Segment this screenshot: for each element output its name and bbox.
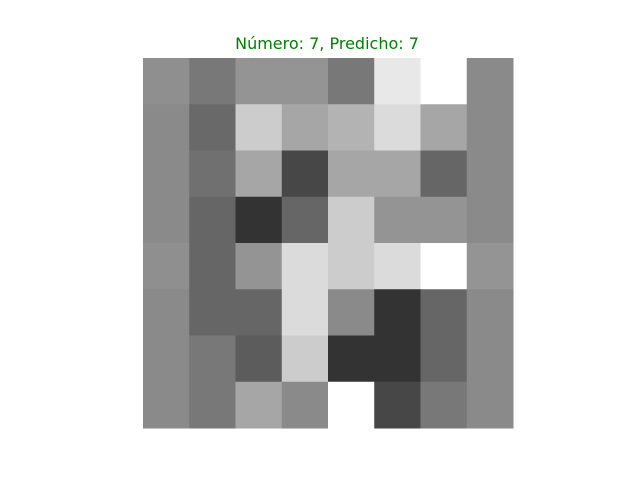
pixel-cell-r3-c7 bbox=[466, 196, 514, 244]
pixel-cell-r5-c2 bbox=[235, 289, 283, 336]
pixel-cell-r4-c7 bbox=[466, 243, 514, 290]
pixel-cell-r1-c2 bbox=[235, 104, 283, 151]
pixel-cell-r3-c0 bbox=[143, 196, 190, 244]
pixel-cell-r2-c5 bbox=[374, 150, 421, 198]
pixel-cell-r6-c0 bbox=[143, 335, 190, 383]
pixel-cell-r0-c6 bbox=[420, 58, 468, 105]
pixel-cell-r2-c2 bbox=[235, 150, 283, 198]
pixel-cell-r2-c7 bbox=[466, 150, 514, 198]
pixel-cell-r4-c4 bbox=[328, 243, 375, 290]
pixel-cell-r0-c4 bbox=[328, 58, 375, 105]
pixel-cell-r6-c7 bbox=[466, 335, 514, 383]
pixel-cell-r3-c2 bbox=[235, 196, 283, 244]
pixel-cell-r5-c5 bbox=[374, 289, 421, 336]
pixel-cell-r6-c6 bbox=[420, 335, 468, 383]
pixel-cell-r3-c4 bbox=[328, 196, 375, 244]
pixel-cell-r7-c2 bbox=[235, 381, 283, 429]
pixel-cell-r2-c3 bbox=[281, 150, 329, 198]
pixel-cell-r5-c4 bbox=[328, 289, 375, 336]
pixel-cell-r4-c3 bbox=[281, 243, 329, 290]
pixel-cell-r3-c1 bbox=[189, 196, 236, 244]
pixel-cell-r5-c0 bbox=[143, 289, 190, 336]
pixel-cell-r0-c7 bbox=[466, 58, 514, 105]
pixel-cell-r6-c2 bbox=[235, 335, 283, 383]
pixel-cell-r1-c5 bbox=[374, 104, 421, 151]
pixel-cell-r7-c0 bbox=[143, 381, 190, 429]
pixel-cell-r2-c4 bbox=[328, 150, 375, 198]
pixel-cell-r4-c6 bbox=[420, 243, 468, 290]
pixel-cell-r2-c0 bbox=[143, 150, 190, 198]
pixel-cell-r3-c3 bbox=[281, 196, 329, 244]
pixel-cell-r6-c3 bbox=[281, 335, 329, 383]
pixel-cell-r1-c6 bbox=[420, 104, 468, 151]
pixel-cell-r7-c3 bbox=[281, 381, 329, 429]
pixel-cell-r7-c6 bbox=[420, 381, 468, 429]
pixel-cell-r1-c1 bbox=[189, 104, 236, 151]
pixel-cell-r7-c4 bbox=[328, 381, 375, 429]
pixel-cell-r4-c2 bbox=[235, 243, 283, 290]
pixel-cell-r0-c1 bbox=[189, 58, 236, 105]
pixel-cell-r6-c5 bbox=[374, 335, 421, 383]
pixel-cell-r0-c3 bbox=[281, 58, 329, 105]
pixel-cell-r6-c1 bbox=[189, 335, 236, 383]
pixel-grid bbox=[143, 58, 514, 429]
pixel-cell-r7-c7 bbox=[466, 381, 514, 429]
pixel-cell-r0-c5 bbox=[374, 58, 421, 105]
pixel-cell-r0-c2 bbox=[235, 58, 283, 105]
pixel-cell-r3-c5 bbox=[374, 196, 421, 244]
pixel-cell-r2-c1 bbox=[189, 150, 236, 198]
pixel-cell-r5-c7 bbox=[466, 289, 514, 336]
pixel-cell-r7-c5 bbox=[374, 381, 421, 429]
pixel-cell-r5-c3 bbox=[281, 289, 329, 336]
pixel-cell-r3-c6 bbox=[420, 196, 468, 244]
pixel-cell-r1-c3 bbox=[281, 104, 329, 151]
chart-title: Número: 7, Predicho: 7 bbox=[235, 34, 419, 53]
pixel-cell-r5-c1 bbox=[189, 289, 236, 336]
pixel-cell-r6-c4 bbox=[328, 335, 375, 383]
pixel-cell-r4-c0 bbox=[143, 243, 190, 290]
pixel-cell-r4-c5 bbox=[374, 243, 421, 290]
pixel-cell-r1-c4 bbox=[328, 104, 375, 151]
pixel-cell-r4-c1 bbox=[189, 243, 236, 290]
pixel-cell-r1-c0 bbox=[143, 104, 190, 151]
pixel-cell-r2-c6 bbox=[420, 150, 468, 198]
pixel-cell-r7-c1 bbox=[189, 381, 236, 429]
pixel-cell-r0-c0 bbox=[143, 58, 190, 105]
pixel-cell-r1-c7 bbox=[466, 104, 514, 151]
pixel-cell-r5-c6 bbox=[420, 289, 468, 336]
